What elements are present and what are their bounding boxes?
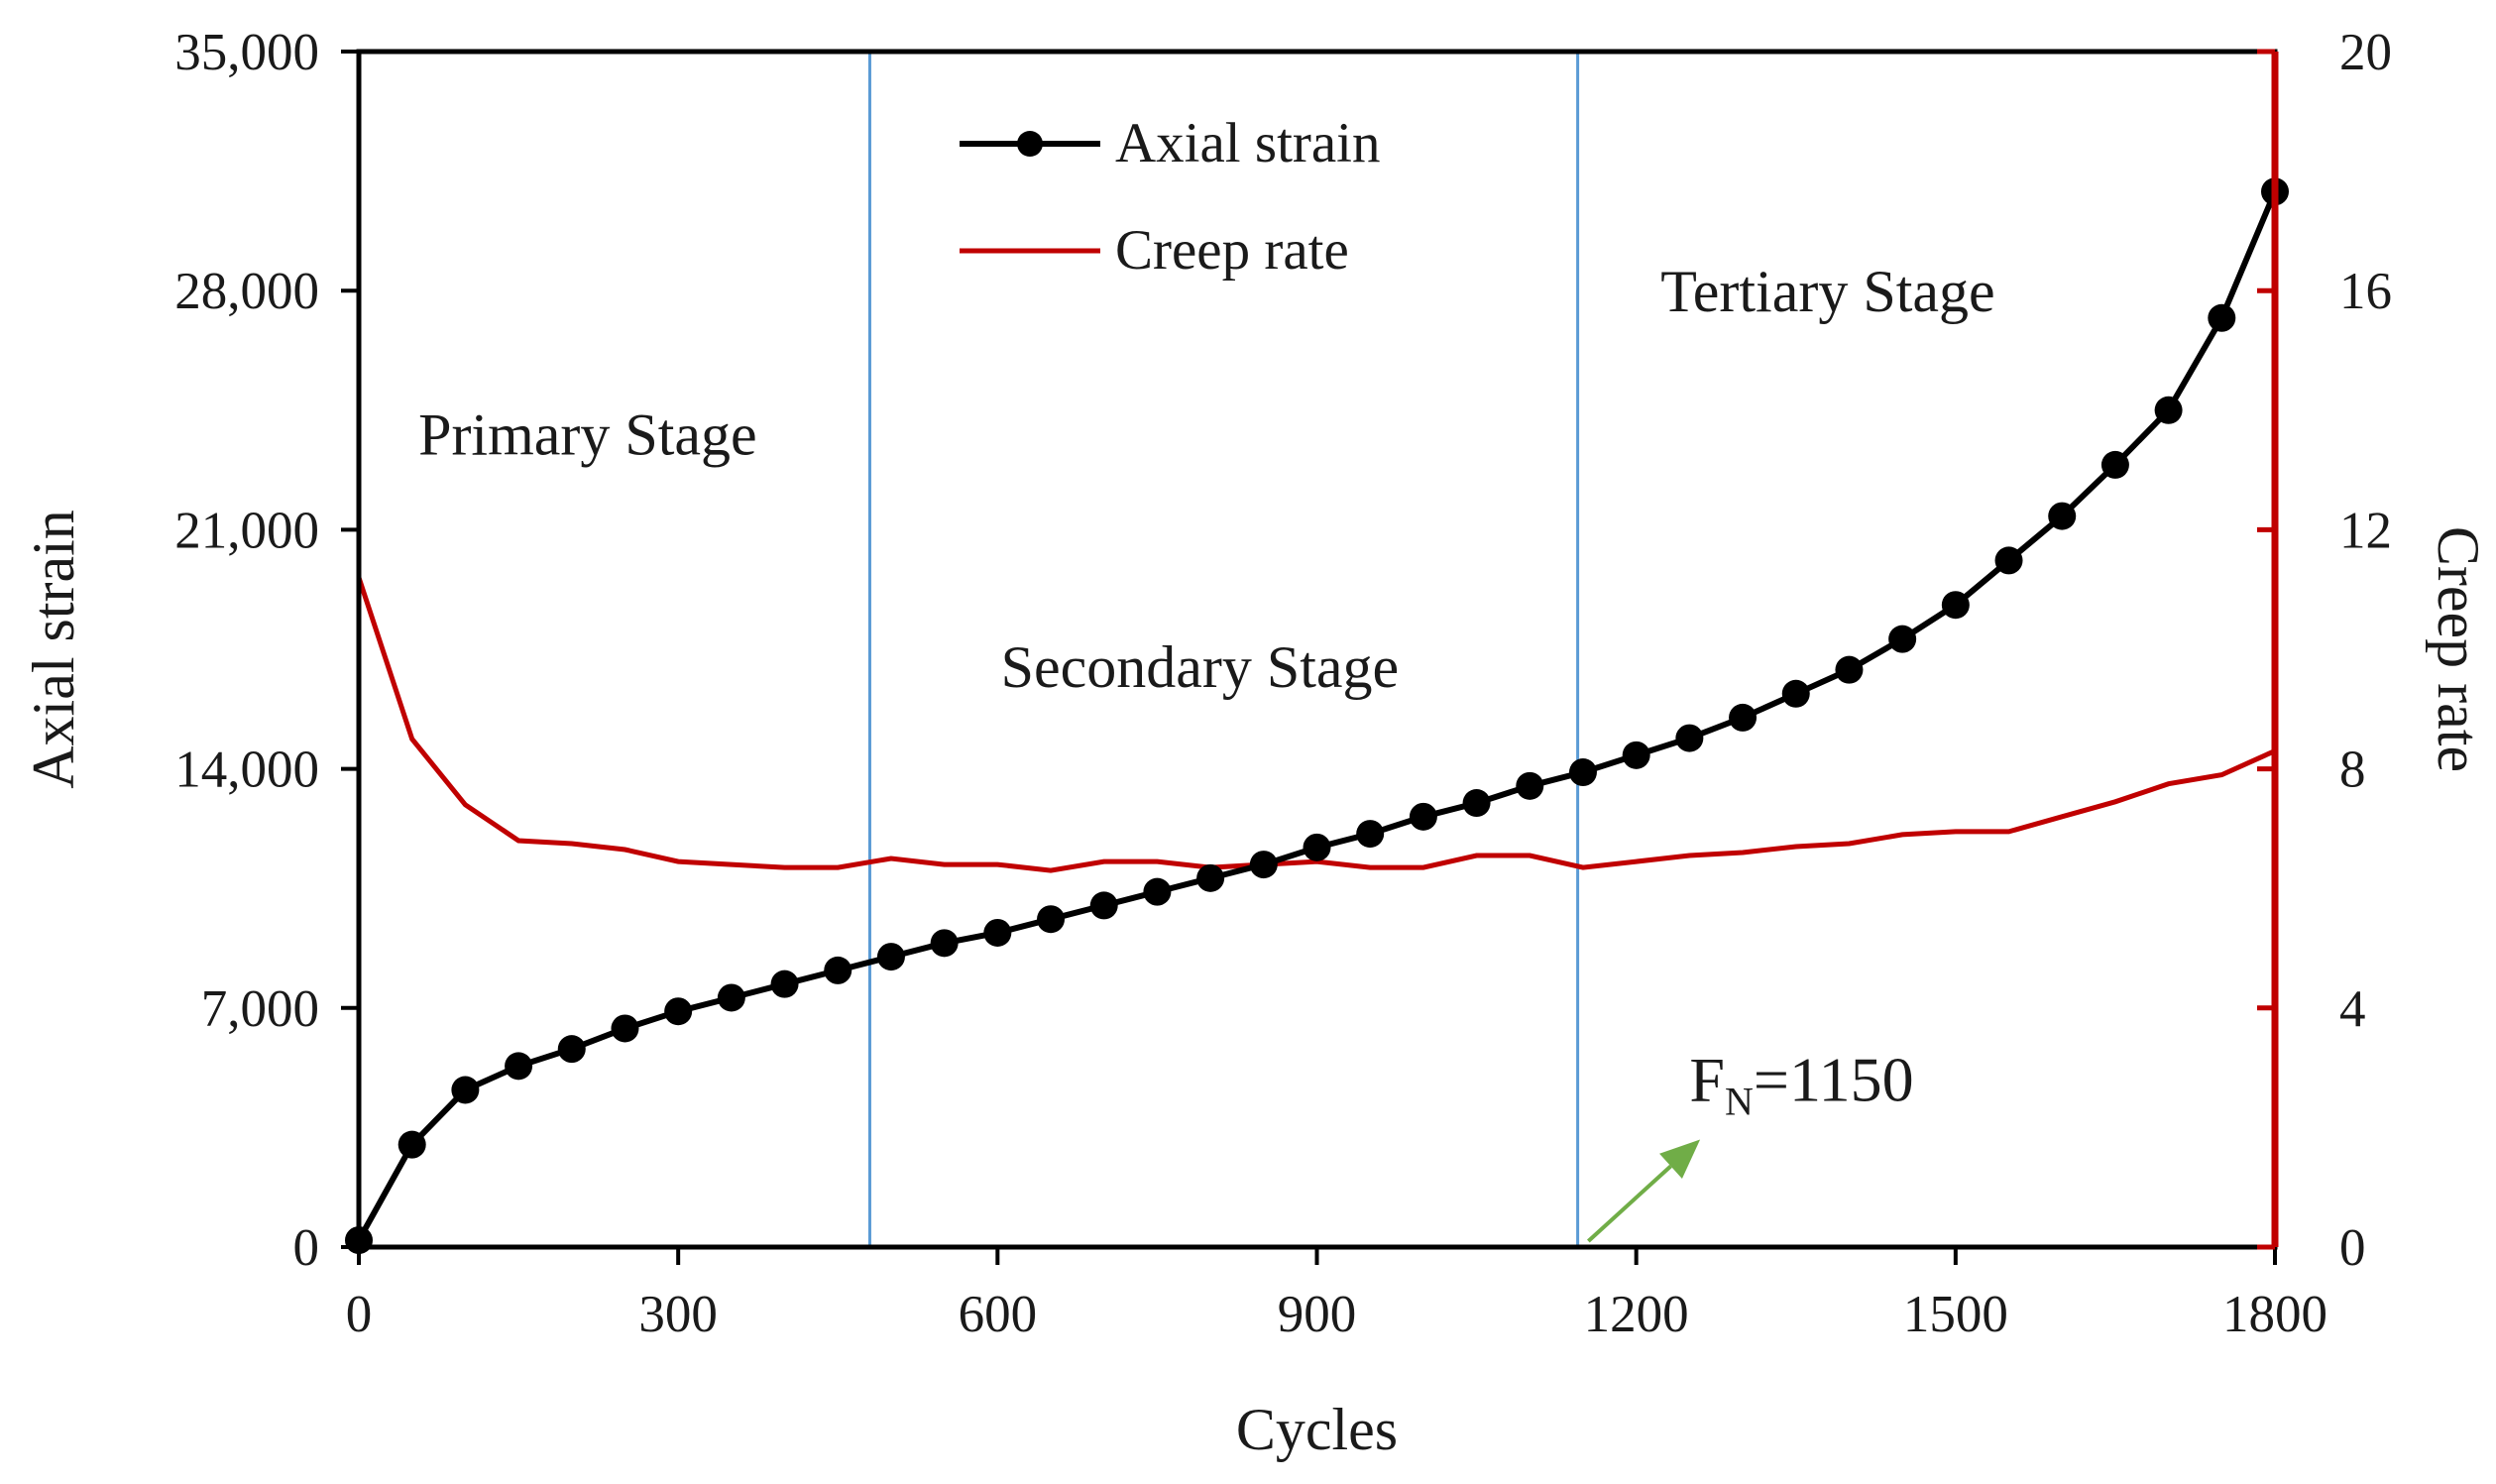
axial-strain-point-23 [1568, 758, 1597, 787]
axial-strain-point-6 [664, 997, 693, 1026]
fn-arrow-shaft [1586, 1164, 1672, 1243]
axial-strain-point-31 [1994, 546, 2023, 575]
axial-strain-point-19 [1356, 820, 1385, 849]
axial-strain-point-13 [1037, 905, 1066, 934]
axial-strain-point-21 [1462, 789, 1491, 818]
axial-strain-point-27 [1781, 679, 1810, 708]
axial-strain-point-32 [2048, 502, 2077, 530]
x-axis-title: Cycles [1236, 1397, 1398, 1462]
axial-strain-point-33 [2100, 450, 2129, 479]
axial-strain-point-14 [1089, 891, 1118, 920]
axial-strain-point-7 [717, 983, 745, 1012]
axial-strain-point-18 [1303, 833, 1331, 861]
axial-strain-point-20 [1409, 802, 1437, 831]
axial-strain-point-15 [1143, 877, 1172, 906]
stage-dividers [867, 52, 1580, 1247]
y2-tick-label-5: 20 [2339, 24, 2392, 81]
axial-strain-point-24 [1622, 741, 1650, 769]
fn-arrow-head [1659, 1139, 1701, 1179]
axial-strain-point-29 [1888, 625, 1917, 653]
stage-label-0: Primary Stage [418, 402, 757, 468]
x-tick-label-6: 1800 [2222, 1286, 2327, 1343]
axial-strain-point-25 [1675, 724, 1704, 752]
x-tick-label-1: 300 [638, 1286, 718, 1343]
fn-label: FN=1150 [1689, 1044, 1913, 1123]
stage-label-2: Tertiary Stage [1660, 259, 1994, 324]
x-ticks: 0 300 600 900 1200 1500 1800 [346, 1247, 2327, 1343]
axial-strain-point-1 [397, 1130, 426, 1159]
y-tick-label-0: 0 [293, 1219, 320, 1277]
fn-annotation: FN=1150 [1586, 1044, 1914, 1243]
axial-strain-point-30 [1941, 591, 1970, 620]
y-tick-label-3: 21,000 [174, 502, 319, 559]
fn-label-sub: N [1725, 1079, 1754, 1123]
y2-tick-label-0: 0 [2339, 1219, 2366, 1277]
legend: Axial strain Creep rate [960, 112, 1381, 282]
axial-strain-point-9 [824, 956, 852, 984]
axial-strain-point-5 [611, 1014, 639, 1043]
axial-strain-point-26 [1729, 703, 1758, 732]
axial-strain-line [356, 190, 2278, 1242]
y-tick-label-1: 7,000 [201, 980, 319, 1038]
y2-tick-label-3: 12 [2339, 502, 2392, 559]
y-tick-label-4: 28,000 [174, 263, 319, 320]
fn-label-main: F [1689, 1044, 1725, 1114]
y-tick-label-5: 35,000 [174, 24, 319, 81]
fn-label-rest: =1150 [1754, 1044, 1914, 1114]
axial-strain-point-10 [876, 943, 905, 971]
axial-strain-point-3 [505, 1052, 533, 1081]
y-ticks: 0 7,000 14,000 21,000 28,000 35,000 [174, 24, 359, 1277]
axial-strain-point-16 [1196, 863, 1225, 892]
x-tick-label-0: 0 [346, 1286, 373, 1343]
x-tick-label-5: 1500 [1903, 1286, 2008, 1343]
y2-tick-label-1: 4 [2339, 980, 2366, 1038]
axial-strain-point-2 [451, 1076, 480, 1104]
legend-axial-strain-marker [1017, 131, 1043, 157]
y-tick-label-2: 14,000 [174, 742, 319, 799]
axial-strain-markers [345, 177, 2289, 1255]
axial-strain-point-4 [557, 1035, 586, 1064]
axial-strain-point-22 [1516, 771, 1544, 800]
x-tick-label-4: 1200 [1584, 1286, 1689, 1343]
legend-creep-rate-label: Creep rate [1115, 219, 1349, 282]
axial-strain-point-34 [2154, 396, 2183, 424]
y2-ticks: 0 4 8 12 16 20 [2257, 24, 2392, 1277]
y2-tick-label-2: 8 [2339, 742, 2366, 799]
axial-strain-point-35 [2208, 303, 2236, 332]
axial-strain-point-11 [930, 929, 959, 958]
y2-axis-title: Creep rate [2426, 526, 2491, 772]
axial-strain-point-28 [1835, 655, 1864, 684]
stage-labels: Primary Stage Secondary Stage Tertiary Sta… [418, 259, 1995, 700]
stage-label-1: Secondary Stage [1001, 634, 1400, 700]
x-tick-label-2: 600 [959, 1286, 1038, 1343]
axial-strain-point-12 [983, 918, 1012, 947]
legend-axial-strain-label: Axial strain [1115, 112, 1381, 174]
y-axis-title: Axial strain [21, 510, 86, 789]
axial-strain-point-17 [1249, 851, 1278, 879]
axial-strain-point-8 [770, 970, 799, 998]
creep-rate-line [356, 576, 2277, 873]
y2-tick-label-4: 16 [2339, 263, 2392, 320]
x-tick-label-3: 900 [1278, 1286, 1357, 1343]
